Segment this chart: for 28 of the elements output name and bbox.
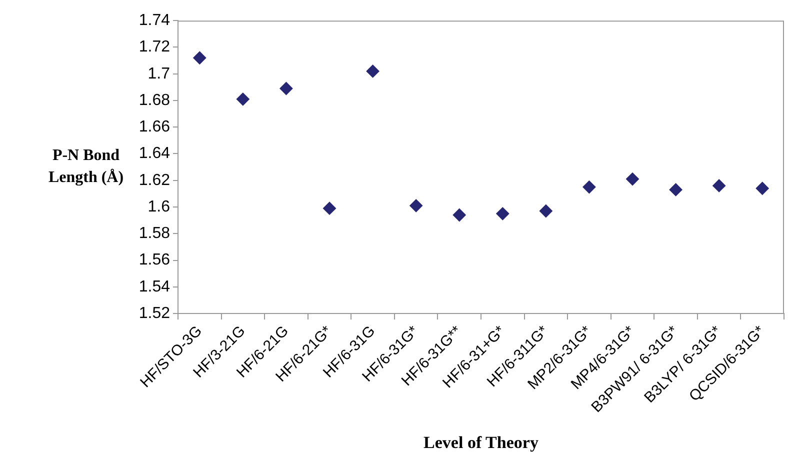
- x-axis-title: Level of Theory: [424, 433, 539, 452]
- y-tick-label: 1.52: [138, 304, 170, 322]
- y-axis-title: P-N Bond Length (Å): [48, 147, 124, 186]
- point: [669, 183, 682, 196]
- y-tick-label: 1.74: [138, 12, 170, 30]
- point: [452, 208, 466, 222]
- point: [280, 82, 293, 96]
- point: [366, 64, 380, 78]
- y-tick-label: 1.64: [138, 145, 170, 162]
- point: [539, 204, 552, 218]
- y-tick-label: 1.56: [138, 252, 170, 269]
- y-tick-label: 1.58: [138, 225, 170, 242]
- y-tick-label: 1.7: [148, 65, 170, 82]
- point: [582, 180, 596, 194]
- point: [323, 202, 336, 215]
- y-tick-label: 1.54: [138, 278, 170, 296]
- point: [756, 182, 769, 195]
- y-tick-label: 1.68: [138, 92, 170, 109]
- point: [236, 92, 250, 106]
- point: [193, 51, 206, 64]
- y-tick-label: 1.72: [138, 38, 170, 56]
- point: [712, 179, 726, 192]
- point: [626, 172, 639, 186]
- y-tick-label: 1.66: [138, 118, 170, 136]
- y-tick-label: 1.6: [148, 198, 170, 216]
- point: [496, 207, 510, 220]
- point: [410, 199, 423, 212]
- y-tick-label: 1.62: [138, 172, 170, 189]
